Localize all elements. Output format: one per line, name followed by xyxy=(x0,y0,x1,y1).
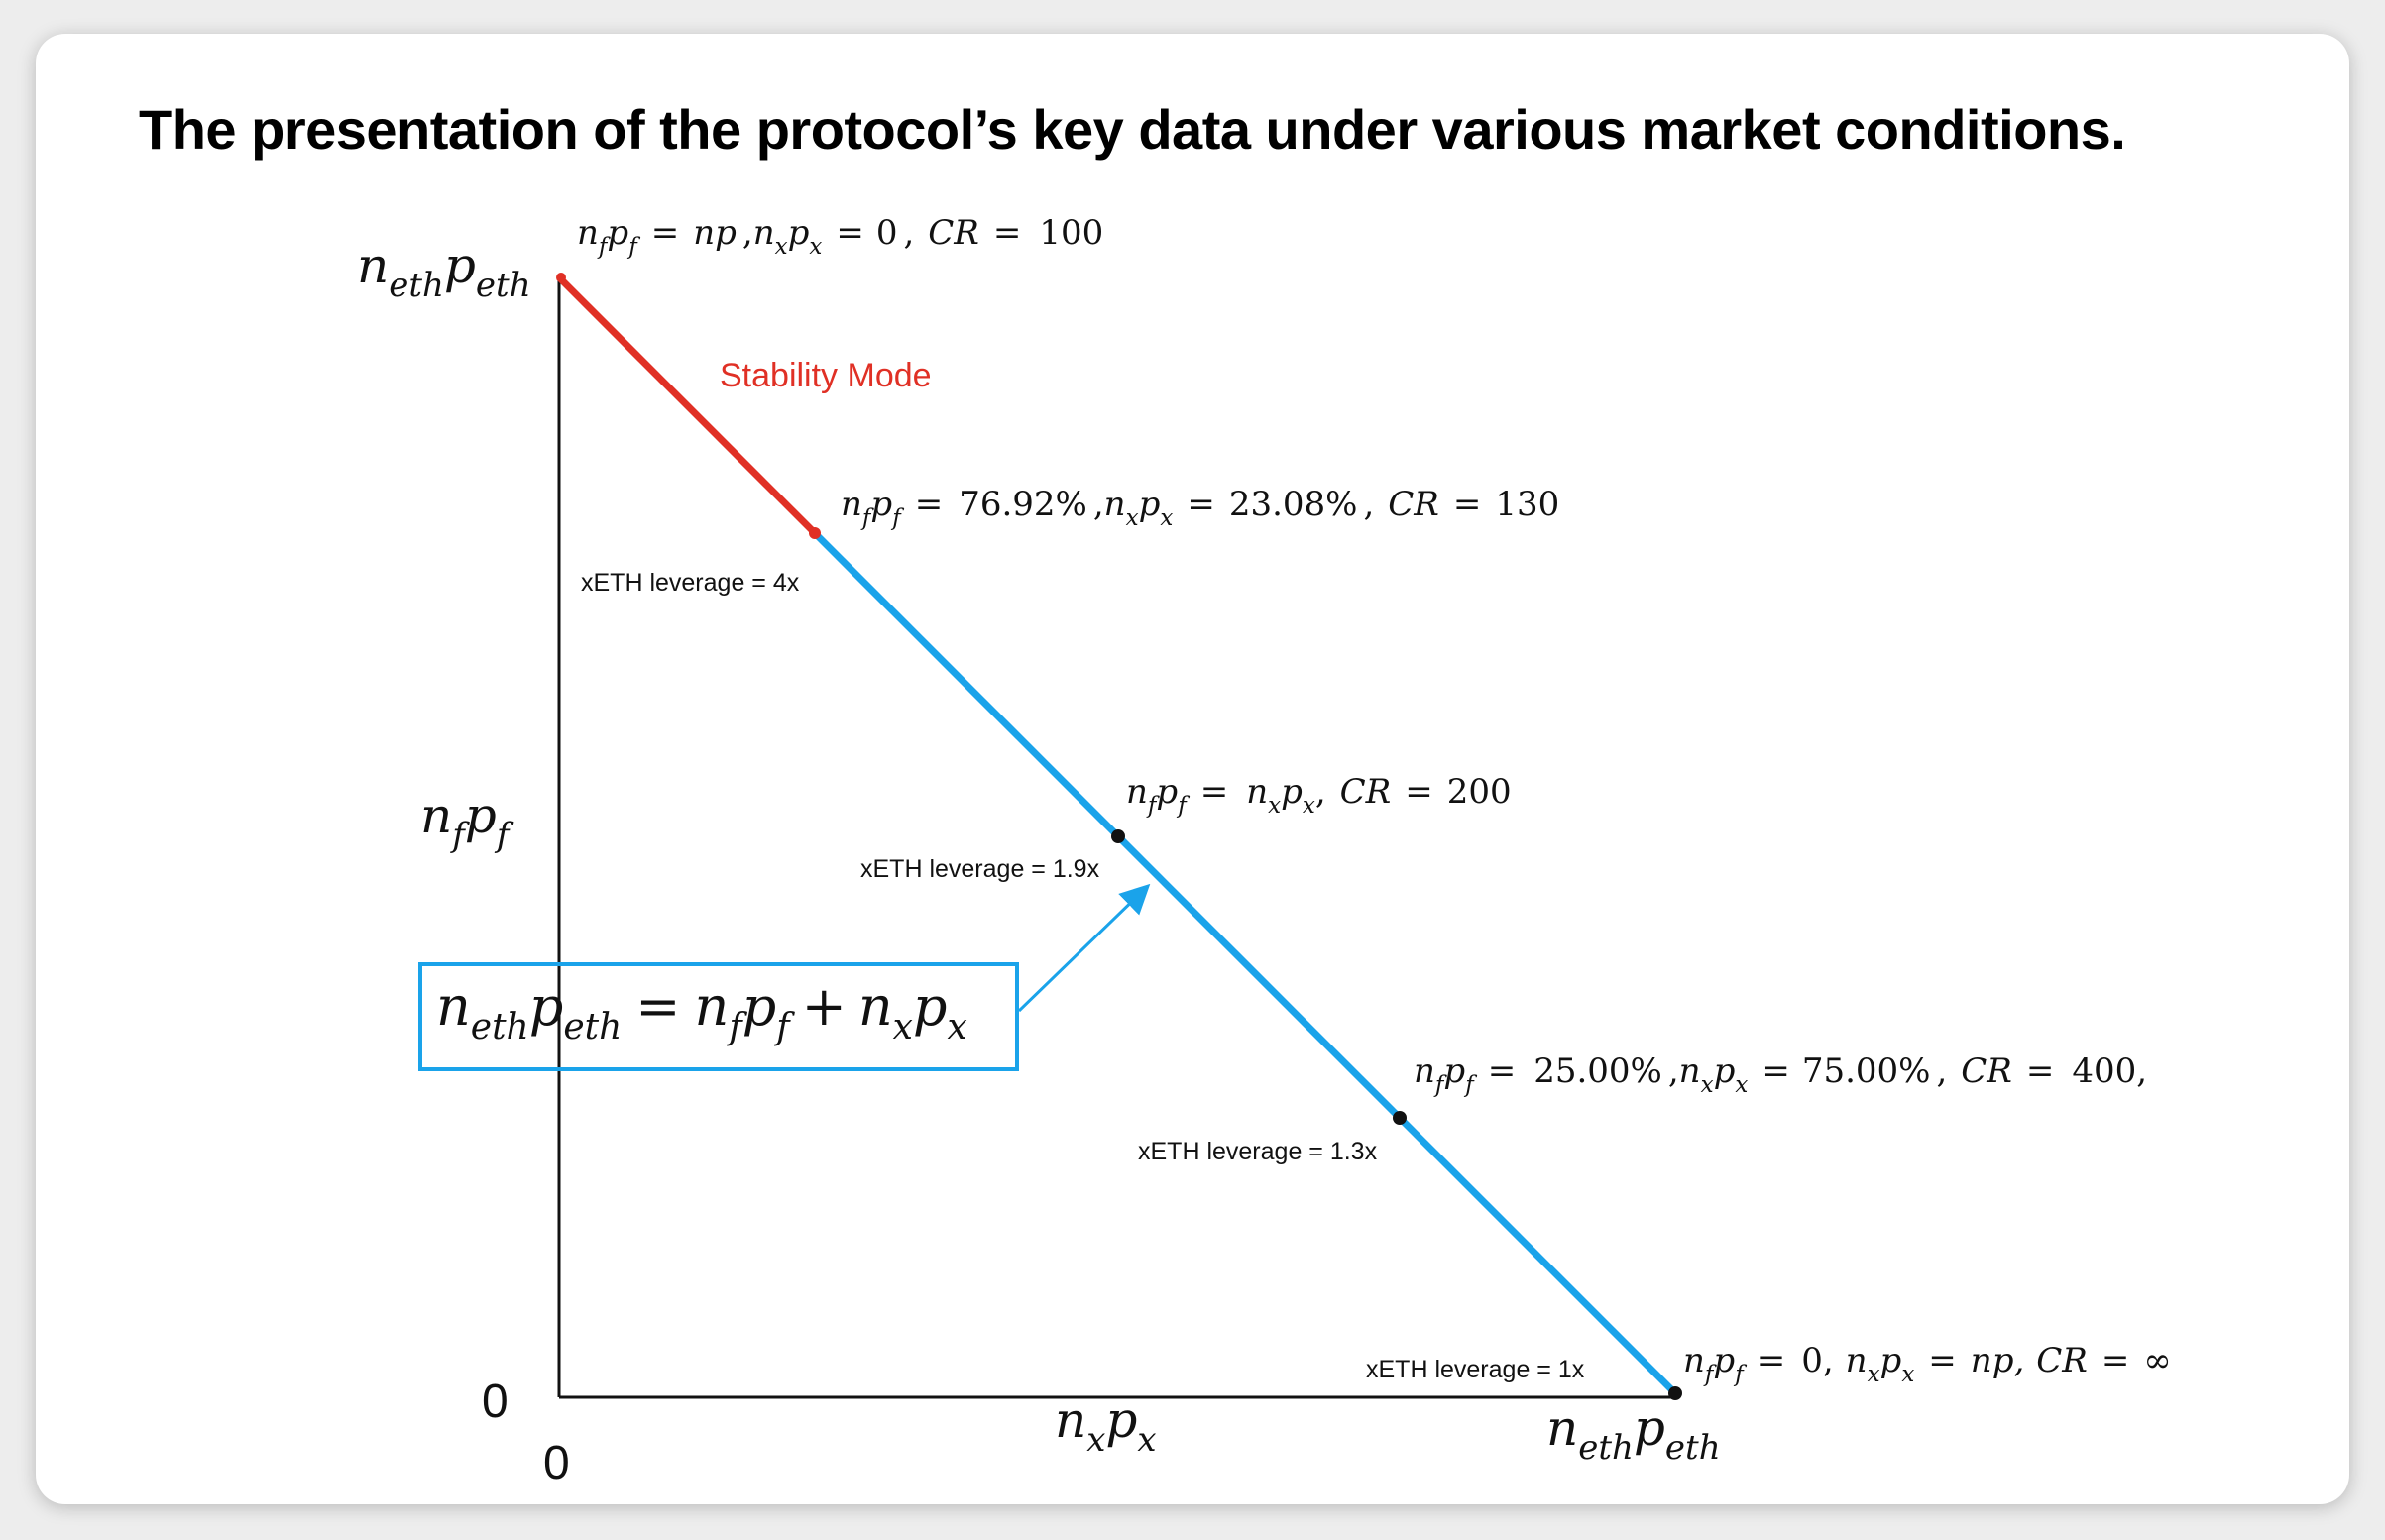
formula-arrow xyxy=(1017,883,1151,1013)
point-top-annotation: nfpf = np ,nxpx = 0, CR = 100 xyxy=(577,213,1103,260)
figure-card xyxy=(36,34,2349,1504)
stability-mode-line xyxy=(556,275,818,536)
leverage-label-1x: xETH leverage = 1x xyxy=(1366,1356,1585,1383)
point-cr200-annotation: nfpf = nxpx, CR = 200 xyxy=(1126,772,1512,819)
point-end-annotation: nfpf = 0, nxpx = np, CR = ∞ xyxy=(1683,1341,2172,1387)
point-cr130 xyxy=(809,527,821,539)
formula-text: nethpeth = nfpf + nxpx xyxy=(436,975,967,1047)
point-cr400-annotation: nfpf = 25.00% ,nxpx = 75.00%, CR = 400, xyxy=(1414,1051,2147,1098)
y-origin-label: 0 xyxy=(482,1375,509,1428)
x-axis-mid-label: nxpx xyxy=(1055,1391,1157,1460)
point-cr130-annotation: nfpf = 76.92% ,nxpx = 23.08%, CR = 130 xyxy=(841,485,1559,531)
leverage-label-1-3x: xETH leverage = 1.3x xyxy=(1138,1138,1378,1165)
point-end xyxy=(1668,1386,1682,1400)
y-axis-mid-label: nfpf xyxy=(420,787,514,855)
normal-mode-line xyxy=(812,530,1678,1396)
point-top xyxy=(556,273,566,282)
formula-box xyxy=(418,962,1019,1071)
leverage-label-4x: xETH leverage = 4x xyxy=(581,569,800,597)
point-cr400 xyxy=(1393,1111,1407,1125)
point-cr200 xyxy=(1111,829,1125,843)
x-origin-label: 0 xyxy=(543,1437,570,1489)
figure-title: The presentation of the protocol’s key d… xyxy=(139,98,2126,161)
leverage-label-1-9x: xETH leverage = 1.9x xyxy=(860,855,1100,883)
stability-mode-label: Stability Mode xyxy=(720,357,932,394)
y-axis-top-label: nethpeth xyxy=(357,237,531,305)
x-axis-right-label: nethpeth xyxy=(1546,1399,1721,1468)
